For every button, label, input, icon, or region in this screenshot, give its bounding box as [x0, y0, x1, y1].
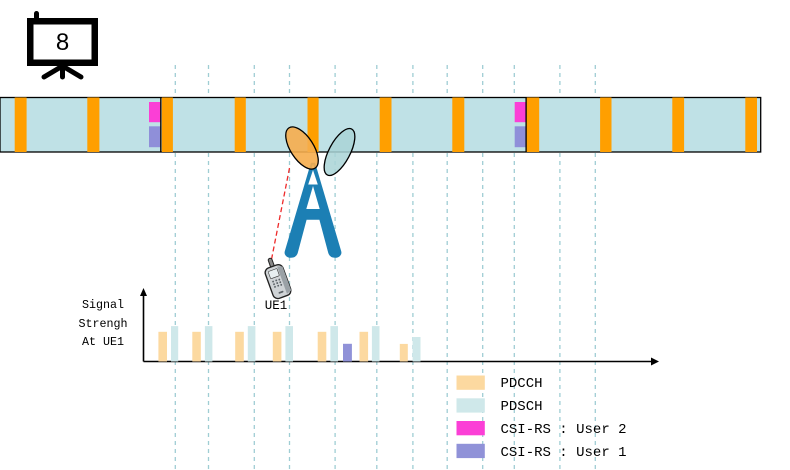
svg-text:Signal: Signal — [82, 298, 124, 312]
svg-text:CSI-RS : User 2: CSI-RS : User 2 — [501, 422, 627, 438]
svg-text:Strengh: Strengh — [78, 317, 127, 331]
svg-text:UE1: UE1 — [265, 299, 288, 313]
svg-text:At UE1: At UE1 — [82, 335, 124, 349]
svg-text:8: 8 — [56, 29, 69, 56]
svg-text:CSI-RS : User 1: CSI-RS : User 1 — [501, 445, 627, 461]
svg-text:PDSCH: PDSCH — [501, 399, 543, 415]
svg-text:PDCCH: PDCCH — [501, 376, 543, 392]
